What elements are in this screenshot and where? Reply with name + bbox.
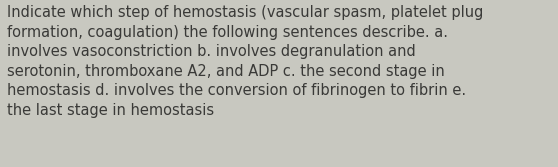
Text: Indicate which step of hemostasis (vascular spasm, platelet plug
formation, coag: Indicate which step of hemostasis (vascu… (7, 5, 483, 118)
